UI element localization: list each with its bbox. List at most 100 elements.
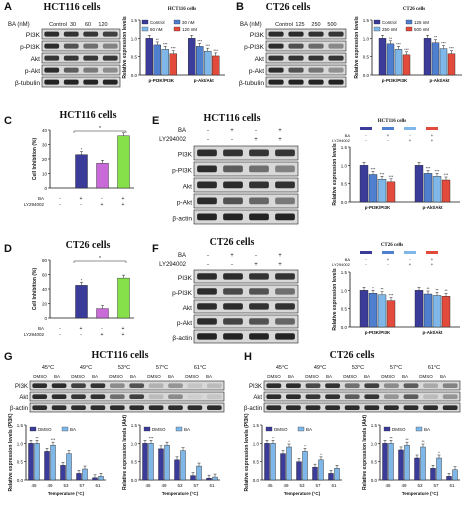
significance-mark: *** [171,46,176,51]
blot-band [206,394,222,400]
y-tick-label: 1.0 [371,441,378,446]
legend-label: DMSO [274,427,288,432]
blot-band [403,394,419,400]
row-value: + [101,202,104,208]
y-tick-label: 1.5 [131,18,138,23]
blot-band [197,288,217,295]
treat-label: DMSO [147,374,161,379]
blot-band [328,67,344,73]
bar [398,449,404,481]
significance-mark: ** [389,435,393,440]
significance-mark: *** [396,41,401,46]
blot-band [275,213,295,221]
blot-band [423,394,439,400]
panel-title: CT26 cells [266,2,311,13]
blot-band [249,318,269,325]
legend-label: DMSO [392,427,406,432]
blot-band [249,181,269,189]
bar [377,294,387,328]
blot-band [249,273,269,280]
panel-letter: C [4,115,12,127]
blot-band [83,43,99,49]
category-label: 53 [299,483,305,488]
blot-band [83,67,99,73]
bar [264,443,270,481]
blot-band [223,213,243,221]
bar [50,444,56,481]
y-axis-title: Relative expression levels (Akt) [122,415,128,490]
blot-band [344,405,360,411]
bar [423,293,433,328]
bar [414,290,424,328]
blot-band [206,383,222,389]
row-value: - [80,202,82,208]
y-tick-label: 1.5 [363,18,370,23]
y-tick-label: 1.0 [253,441,260,446]
panel-title: CT26 cells [66,240,111,251]
legend-swatch [173,19,181,25]
blot-band [63,55,79,61]
significance-mark: * [372,285,374,290]
legend-label: BA [70,427,76,432]
bar [328,473,334,481]
bar [117,277,130,319]
bar [382,443,388,481]
category-label: 53 [63,483,69,488]
treat-label: DMSO [305,374,319,379]
blot-band [442,394,458,400]
legend-swatch [405,19,413,25]
category-label: 57 [433,483,439,488]
x-axis-title: Temperature (°C) [402,491,439,496]
bar [423,38,432,76]
blot-strip [193,161,299,177]
blot-strip [41,40,121,52]
row-value: + [278,128,282,134]
legend-swatch [405,26,413,32]
significance-mark: * [272,435,274,440]
blot-band [109,405,125,411]
legend-row-value: + [431,257,434,262]
category-label: p-PI3K/PI3K [365,205,391,210]
bar [359,290,369,328]
blot-band [109,394,125,400]
blot-band [44,55,60,61]
bar [368,174,378,203]
significance-mark: ** [444,288,448,293]
panel-letter: D [4,243,12,255]
band-label: PI3K [249,384,262,390]
band-label: PI3K [250,32,265,39]
bar [414,165,424,203]
bar [76,473,82,481]
legend-swatch [173,26,181,32]
row-value: + [254,262,258,268]
significance-mark: ** [405,437,409,442]
blot-band [383,383,399,389]
category-label: p-PI3K/PI3K [382,78,408,83]
blot-band [102,31,118,37]
blot-band [325,405,341,411]
legend-swatch [297,426,305,432]
blot-band [148,405,164,411]
bar [430,468,436,481]
blot-band [288,43,304,49]
blot-band [344,383,360,389]
blot-band [197,181,217,189]
y-tick-label: 0.5 [253,460,260,465]
blot-band [223,197,243,205]
band-label: p-Akt [249,68,264,75]
y-axis-title: Relative expression levels [354,16,360,78]
blot-band [423,405,439,411]
bar [439,48,448,76]
significance-mark: *** [389,293,394,298]
legend-label: 120 nM [182,27,197,32]
bar [153,44,161,76]
blot-band [275,318,295,325]
panel-title: HCT116 cells [44,2,101,13]
legend-swatch [61,426,69,432]
blot-band [71,394,86,400]
row-value: - [59,326,61,332]
significance-mark: * [81,147,83,152]
blot-band [285,394,301,400]
treat-label: BA [54,374,60,379]
bar [92,477,98,481]
